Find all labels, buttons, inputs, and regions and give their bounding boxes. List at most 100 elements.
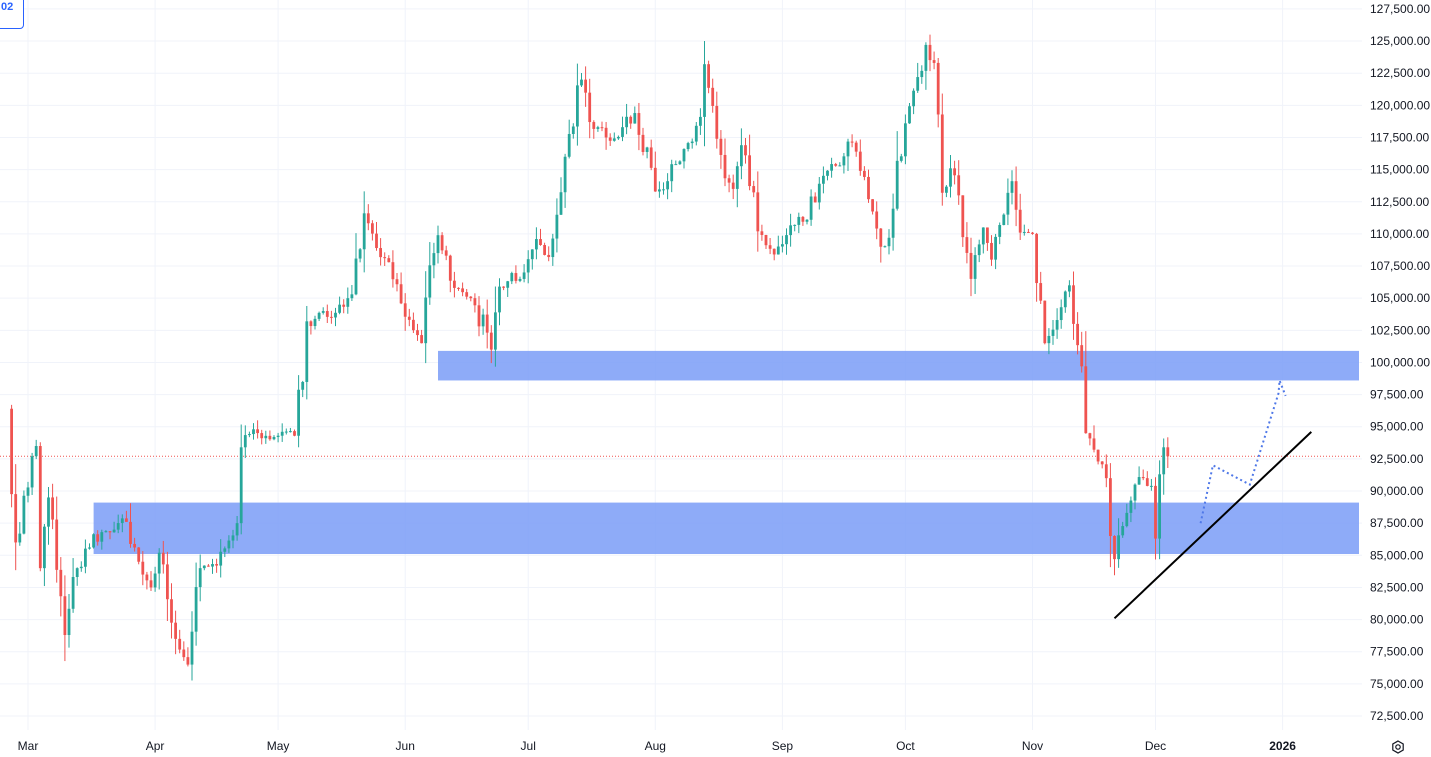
candle-body <box>412 319 415 331</box>
candle-body <box>379 248 382 258</box>
candle <box>436 225 440 264</box>
price-tick-label: 125,000.00 <box>1370 34 1430 48</box>
candle-body <box>846 141 850 157</box>
candle-body <box>301 381 305 390</box>
candle <box>190 611 194 681</box>
candle <box>805 219 809 225</box>
candle <box>781 235 784 253</box>
candle-body <box>1080 345 1084 367</box>
candle <box>457 287 460 291</box>
candle <box>321 307 325 315</box>
price-zone[interactable] <box>93 502 1360 555</box>
candle <box>182 641 186 661</box>
candle-body <box>1059 307 1063 321</box>
candle-body <box>1109 478 1112 537</box>
candle-body <box>551 238 555 258</box>
candle-body <box>563 156 567 193</box>
support-trendline[interactable] <box>1113 431 1312 620</box>
candle <box>776 235 780 255</box>
candle-body <box>961 195 965 238</box>
candle-body <box>842 156 846 166</box>
price-candles <box>10 34 1170 681</box>
candle-body <box>26 487 30 496</box>
candle <box>895 131 899 211</box>
candle-body <box>18 533 22 543</box>
candle <box>1100 461 1104 469</box>
candle <box>846 138 850 171</box>
candle-body <box>822 175 825 184</box>
candle <box>694 121 698 146</box>
candle <box>998 222 1002 245</box>
candle <box>973 247 977 294</box>
candle <box>1137 466 1141 485</box>
candle-body <box>826 170 829 176</box>
candle-body <box>432 253 436 266</box>
candle <box>469 296 473 302</box>
candle <box>563 153 567 208</box>
projection-path[interactable] <box>1199 380 1287 524</box>
candle <box>756 171 760 252</box>
candle <box>1125 503 1129 528</box>
candle <box>526 250 530 284</box>
settings-button[interactable] <box>1388 737 1408 757</box>
time-axis[interactable]: Mar Apr May Jun Jul Aug Sep Oct Nov Dec 2026 <box>18 739 1297 753</box>
candle-body <box>662 189 665 191</box>
candle <box>949 154 952 198</box>
candle-body <box>990 242 993 260</box>
candle <box>645 146 649 159</box>
candle-body <box>723 154 727 179</box>
candle-body <box>34 446 38 457</box>
candle-body <box>830 164 833 171</box>
price-axis[interactable]: 72,500.00 75,000.00 77,500.00 80,000.00 82,5… <box>1370 2 1430 723</box>
candle <box>88 543 91 550</box>
candle <box>1022 224 1026 236</box>
candle <box>264 430 268 444</box>
price-zone[interactable] <box>438 350 1359 381</box>
candle-body <box>67 608 71 636</box>
candle <box>981 227 985 254</box>
candle-body <box>391 262 395 280</box>
candle-body <box>309 321 313 327</box>
candle <box>108 531 112 540</box>
candle <box>1117 518 1120 568</box>
candle-body <box>690 141 694 144</box>
candle <box>539 228 542 246</box>
candle-body <box>22 495 26 534</box>
candle-body <box>420 335 423 344</box>
candle-body <box>809 196 813 220</box>
candle <box>813 192 817 203</box>
drawing-badge[interactable]: 02 <box>0 0 24 29</box>
candle-body <box>1043 300 1047 344</box>
candle-body <box>629 116 633 124</box>
candle-body <box>592 122 596 129</box>
candle <box>141 551 145 586</box>
candle-body <box>1121 526 1125 536</box>
candle <box>293 429 296 437</box>
candle <box>354 233 358 296</box>
candle-body <box>510 273 514 282</box>
candle <box>325 304 329 324</box>
candle-body <box>694 125 698 142</box>
candle-body <box>112 529 116 533</box>
candle <box>875 201 879 240</box>
candle-body <box>88 547 91 549</box>
candle <box>793 224 797 232</box>
candle-body <box>71 576 75 609</box>
candle <box>207 564 210 567</box>
candle-body <box>1002 214 1006 226</box>
candle <box>125 510 128 522</box>
candle <box>830 157 833 178</box>
candle <box>30 452 34 495</box>
candle <box>383 252 387 266</box>
candle <box>120 514 124 533</box>
candle <box>211 558 214 574</box>
candle <box>940 93 944 206</box>
candle <box>170 583 173 639</box>
candle <box>785 228 788 255</box>
price-tick-label: 100,000.00 <box>1370 355 1430 369</box>
candle-body <box>535 239 538 250</box>
candle <box>395 272 399 292</box>
price-tick-label: 112,500.00 <box>1370 195 1429 209</box>
time-tick-label: Jul <box>521 739 536 753</box>
